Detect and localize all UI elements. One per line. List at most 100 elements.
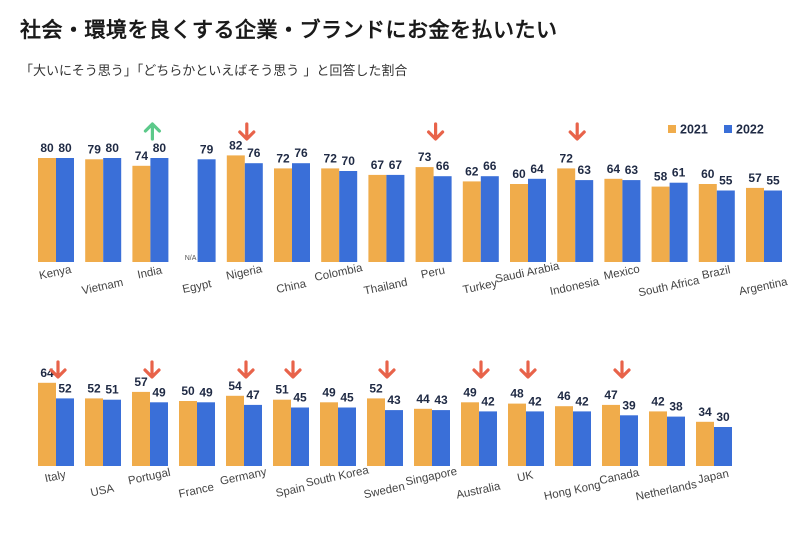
category-label: Singapore (404, 466, 458, 489)
category-label: Vietnam (81, 277, 125, 297)
bar-2021 (698, 184, 717, 262)
data-label-2022: 70 (342, 154, 356, 168)
category-label: USA (90, 483, 116, 500)
category-label: Italy (44, 469, 67, 485)
data-label-2021: 60 (512, 167, 526, 181)
data-label-2022: 80 (106, 141, 120, 155)
bar-2022 (244, 404, 262, 466)
chart-subtitle: 「大いにそう思う」「どちらかといえばそう思う 」と回答した割合 (20, 64, 408, 79)
bar-2021 (649, 411, 667, 466)
down-arrow-icon (143, 360, 161, 379)
category-label: South Africa (637, 275, 701, 300)
data-label-2022: 79 (200, 142, 214, 156)
data-label-2022: 51 (105, 383, 119, 397)
legend-label-2022: 2022 (736, 123, 764, 137)
bar-2021 (226, 155, 245, 262)
data-label-2022: 67 (389, 158, 403, 172)
bar-2022 (291, 407, 309, 466)
category-label: Nigeria (225, 263, 264, 282)
category-label: Netherlands (635, 479, 698, 504)
data-label-2022: 49 (199, 385, 213, 399)
bar-2021 (321, 168, 340, 262)
data-label-2022: 43 (387, 393, 401, 407)
bar-2022 (339, 171, 358, 262)
down-arrow-icon (427, 122, 445, 141)
bar-2022 (103, 399, 121, 466)
bar-2022 (150, 402, 168, 466)
bar-2021 (604, 178, 623, 262)
data-label-2022: 49 (152, 385, 166, 399)
data-label-2021: 67 (371, 158, 385, 172)
category-label: Argentina (738, 276, 789, 298)
data-label-2022: 47 (246, 388, 260, 402)
bar-2022 (575, 180, 594, 262)
data-label-2021: 57 (134, 375, 148, 389)
data-label-2021: 80 (40, 141, 54, 155)
category-label: South Korea (305, 464, 371, 489)
bar-2022 (338, 407, 356, 466)
category-label: Thailand (363, 277, 409, 298)
bar-2021 (555, 406, 573, 466)
bar-2021 (179, 401, 197, 466)
bar-2021 (226, 395, 244, 466)
bar-2022 (667, 416, 685, 466)
bar-2022 (573, 411, 591, 466)
data-label-2022: 61 (672, 166, 686, 180)
data-label-2021: 47 (604, 388, 618, 402)
legend-swatch-2022 (724, 125, 732, 133)
data-label-2022: 66 (436, 159, 450, 173)
data-label-2022: 55 (719, 174, 733, 188)
category-label: China (275, 278, 307, 296)
category-label: Indonesia (549, 276, 601, 298)
data-label-2021: 72 (324, 151, 338, 165)
category-label: Colombia (314, 262, 365, 284)
bar-2022 (764, 190, 782, 262)
data-label-2021: 79 (88, 142, 102, 156)
up-arrow-icon (143, 122, 161, 141)
bar-2021 (508, 403, 526, 466)
bar-2021 (651, 186, 670, 262)
down-arrow-icon (238, 122, 256, 141)
category-label: Kenya (38, 264, 73, 283)
data-label-2022: 43 (434, 393, 448, 407)
data-label-2021: 72 (276, 151, 290, 165)
bar-2022 (197, 159, 216, 262)
category-label: Brazil (701, 264, 732, 282)
category-label: Saudi Arabia (494, 260, 561, 285)
data-label-2021: 34 (698, 405, 712, 419)
category-label: Mexico (603, 263, 641, 282)
bar-2022 (197, 402, 215, 466)
bar-2021 (368, 174, 387, 262)
bar-2021 (462, 181, 481, 262)
bar-2021 (461, 402, 479, 466)
data-label-2021: 51 (275, 383, 289, 397)
down-arrow-icon (49, 360, 67, 379)
data-label-2021: 60 (701, 167, 715, 181)
bar-2021 (696, 421, 714, 466)
down-arrow-icon (378, 360, 396, 379)
down-arrow-icon (613, 360, 631, 379)
data-label-2022: 64 (530, 162, 544, 176)
data-label-2022: 63 (578, 163, 592, 177)
category-label: India (136, 264, 163, 281)
bar-2021 (557, 168, 576, 262)
bar-2022 (620, 415, 638, 466)
bar-2021 (85, 159, 104, 262)
bar-2021 (320, 402, 338, 466)
chart-title: 社会・環境を良くする企業・ブランドにお金を払いたい (20, 18, 558, 42)
data-label-2022: 45 (293, 391, 307, 405)
category-label: Peru (420, 265, 446, 282)
data-label-2021: 57 (748, 171, 762, 185)
bar-2021 (414, 408, 432, 466)
data-label-2021: 52 (87, 381, 101, 395)
bar-2022 (480, 176, 499, 262)
bar-2021 (38, 158, 56, 262)
bar-2021 (274, 168, 292, 262)
bar-2022 (150, 158, 169, 262)
data-label-2022: 63 (625, 163, 639, 177)
bar-2021 (38, 382, 56, 466)
data-label-2022: 55 (766, 174, 780, 188)
data-label-2022: 30 (716, 410, 730, 424)
legend-label-2021: 2021 (680, 123, 708, 137)
